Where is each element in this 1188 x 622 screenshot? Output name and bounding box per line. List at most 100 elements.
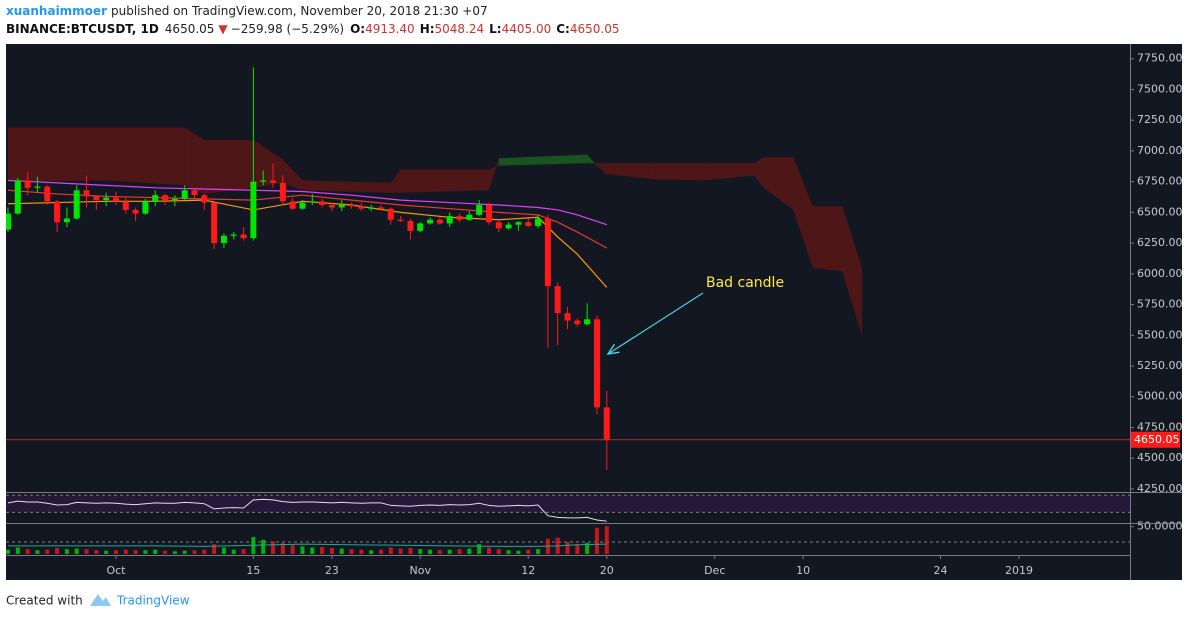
x-tick-label: Oct [106, 564, 126, 577]
volume-bar [349, 549, 354, 554]
volume-bar [310, 547, 315, 554]
candle-body [574, 320, 581, 325]
ohlc-value: 5048.24 [435, 22, 485, 36]
volume-bar [457, 549, 462, 554]
footer-brand[interactable]: TradingView [116, 594, 190, 608]
y-tick-label: 6750.00 [1137, 175, 1183, 188]
volume-bar [143, 550, 148, 554]
volume-bar [565, 542, 570, 554]
volume-bar [329, 548, 334, 554]
candle-body [181, 190, 188, 199]
y-tick-label: 5250.00 [1137, 359, 1183, 372]
moving-average [7, 179, 607, 226]
cloud-segment [8, 127, 107, 182]
candle-body [309, 201, 316, 203]
candle-body [407, 220, 414, 231]
candle-body [34, 186, 41, 188]
candle-body [132, 209, 139, 214]
candle-body [260, 180, 267, 182]
candle-body [505, 224, 512, 229]
candle-body [535, 218, 542, 226]
y-tick-label: 6000.00 [1137, 267, 1183, 280]
cloud-segment [842, 206, 862, 336]
candle-body [24, 180, 31, 188]
volume-bar [359, 549, 364, 554]
volume-bar [526, 549, 531, 554]
cloud-segment [606, 163, 656, 180]
volume-bar [437, 550, 442, 554]
y-tick-label: 5000.00 [1137, 390, 1183, 403]
candle-body [289, 201, 296, 209]
candle-body [122, 201, 129, 210]
volume-bar [15, 547, 20, 554]
x-tick-label: 20 [600, 564, 614, 577]
cloud-segment [390, 169, 401, 193]
author[interactable]: xuanhaimmoer [6, 4, 107, 18]
volume-bar [379, 549, 383, 554]
cloud-segment [793, 157, 813, 268]
candle-body [485, 205, 492, 223]
ohlc-label: L: [489, 22, 501, 36]
volume-bar [496, 549, 501, 554]
x-tick-label: Nov [410, 564, 432, 577]
candle-body [427, 219, 434, 224]
cloud-segment [106, 127, 185, 186]
y-tick-label: 6500.00 [1137, 205, 1183, 218]
candle-body [162, 195, 169, 201]
volume-bar [104, 550, 109, 554]
candle-body [83, 190, 90, 197]
cloud-segment [400, 169, 489, 193]
candle-body [436, 219, 443, 224]
volume-bar [123, 549, 128, 554]
header-line: xuanhaimmoer published on TradingView.com… [6, 4, 488, 18]
volume-bar [25, 549, 30, 554]
volume-bar [428, 549, 433, 554]
change: −259.98 (−5.29%) [231, 22, 344, 36]
candle-body [368, 207, 375, 209]
candle-body [348, 205, 355, 207]
ohlc-label: O: [350, 22, 365, 36]
cloud-segment [282, 159, 303, 191]
symbol: BINANCE:BTCUSDT, 1D [6, 22, 159, 36]
volume-bar [55, 548, 60, 554]
volume-ma [8, 543, 607, 547]
tradingview-logo [90, 594, 111, 606]
volume-bar [64, 549, 69, 554]
moving-average [7, 189, 608, 249]
y-tick-label: 4750.00 [1137, 420, 1183, 433]
candle-body [495, 222, 502, 229]
candle-body [112, 197, 119, 202]
change-arrow: ▼ [218, 22, 228, 36]
cloud-segment [704, 163, 754, 181]
candle-body [584, 319, 591, 325]
volume-bar [113, 550, 118, 554]
volume-bar [153, 549, 158, 554]
candle-body [387, 208, 394, 220]
cloud-segment [488, 158, 499, 191]
cloud-segment [596, 163, 607, 175]
volume-bar [398, 548, 403, 554]
candle-body [250, 181, 257, 239]
volume-bar [290, 545, 295, 554]
candle-body [476, 205, 483, 215]
cloud-segment [302, 180, 391, 193]
y-tick-label: 4500.00 [1137, 451, 1183, 464]
volume-bar [408, 548, 413, 554]
x-tick-label: 23 [325, 564, 339, 577]
ohlc-value: 4913.40 [365, 22, 415, 36]
rsi-band [6, 495, 1130, 513]
candle-body [171, 198, 178, 201]
candle-body [191, 190, 198, 196]
price-tag-label: 4650.05 [1134, 433, 1180, 446]
volume-bar [388, 547, 393, 554]
candle-body [397, 219, 404, 221]
volume-bar [536, 549, 541, 554]
volume-bar [231, 549, 236, 554]
candle-body [378, 207, 384, 209]
volume-bar [241, 549, 246, 554]
volume-bar [477, 544, 482, 554]
candle-body [270, 180, 277, 183]
y-tick-label: 7250.00 [1137, 113, 1183, 126]
volume-bar [280, 543, 285, 554]
volume-bar [45, 549, 50, 554]
